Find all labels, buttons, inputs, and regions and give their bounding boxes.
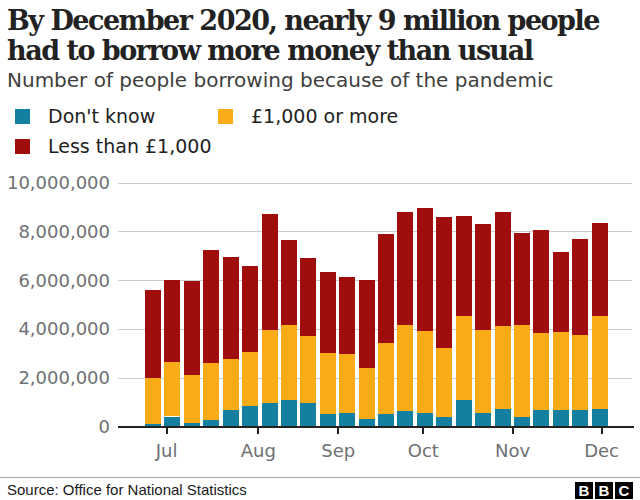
bar-segment: [339, 277, 355, 354]
bar-segment: [281, 400, 297, 427]
bar-segment: [300, 403, 316, 427]
bar-segment: [320, 272, 336, 353]
bar-segment: [592, 316, 608, 409]
bar-segment: [242, 266, 258, 352]
bar-segment: [223, 359, 239, 410]
bar-segment: [475, 330, 491, 413]
bar-segment: [242, 406, 258, 427]
bar-segment: [184, 281, 200, 375]
bar-segment: [592, 409, 608, 427]
bar-segment: [553, 332, 569, 410]
gridline: [118, 231, 632, 232]
bar-segment: [533, 230, 549, 333]
bar-segment: [300, 336, 316, 403]
y-axis-label: 0: [0, 417, 110, 437]
bar-segment: [378, 343, 394, 414]
bbc-logo-letter-b1: B: [575, 482, 593, 499]
x-axis-label: Aug: [241, 440, 276, 461]
bar-segment: [456, 316, 472, 399]
bar-segment: [514, 233, 530, 325]
y-axis-label: 8,000,000: [0, 222, 110, 242]
bar-segment: [572, 335, 588, 410]
bar-segment: [495, 326, 511, 408]
bar-segment: [262, 403, 278, 427]
bar-segment: [397, 212, 413, 325]
bar-segment: [456, 400, 472, 427]
bbc-logo: B B C: [575, 482, 633, 499]
bar-segment: [553, 252, 569, 332]
bbc-logo-letter-c: C: [615, 482, 633, 499]
bar-segment: [572, 239, 588, 335]
bar-segment: [514, 325, 530, 417]
bar-segment: [417, 208, 433, 331]
bar-segment: [203, 363, 219, 420]
bar-segment: [495, 409, 511, 427]
bar-segment: [456, 216, 472, 317]
bar-segment: [359, 368, 375, 419]
bar-segment: [592, 223, 608, 316]
bar-segment: [320, 353, 336, 414]
bar-segment: [397, 411, 413, 427]
x-axis-line: [118, 426, 634, 429]
bar-segment: [281, 240, 297, 326]
chart-area: 0 2,000,000 4,000,000 6,000,000 8,000,000 10,…: [0, 0, 640, 500]
x-axis-tick: [601, 428, 603, 434]
y-axis-label: 2,000,000: [0, 368, 110, 388]
bar-segment: [184, 375, 200, 423]
bar-segment: [572, 410, 588, 427]
x-axis-label: Oct: [408, 440, 439, 461]
source-attribution: Source: Office for National Statistics: [7, 481, 247, 498]
bar-segment: [339, 354, 355, 413]
bbc-logo-letter-b2: B: [595, 482, 613, 499]
footer-divider: [0, 477, 640, 478]
bar-segment: [436, 217, 452, 349]
bar-segment: [281, 325, 297, 399]
bar-segment: [533, 410, 549, 427]
bar-segment: [300, 258, 316, 336]
x-axis-label: Sep: [321, 440, 355, 461]
x-axis-label: Nov: [495, 440, 530, 461]
bar-segment: [475, 224, 491, 330]
y-axis-label: 6,000,000: [0, 271, 110, 291]
gridline: [118, 183, 632, 184]
x-axis-tick: [257, 428, 259, 434]
bar-segment: [262, 330, 278, 403]
x-axis-label: Dec: [584, 440, 619, 461]
bar-segment: [203, 250, 219, 363]
x-axis-label: Jul: [156, 440, 178, 461]
x-axis-tick: [512, 428, 514, 434]
bar-segment: [417, 331, 433, 413]
x-axis-tick: [337, 428, 339, 434]
bar-segment: [495, 212, 511, 326]
bar-segment: [262, 214, 278, 330]
bar-segment: [145, 378, 161, 424]
bar-segment: [223, 410, 239, 427]
bar-segment: [378, 234, 394, 343]
x-axis-tick: [166, 428, 168, 434]
y-axis-label: 4,000,000: [0, 319, 110, 339]
bar-segment: [533, 333, 549, 410]
bar-segment: [223, 257, 239, 359]
bar-segment: [397, 325, 413, 411]
x-axis-tick: [422, 428, 424, 434]
y-axis-label: 10,000,000: [0, 173, 110, 193]
bar-segment: [164, 362, 180, 417]
bar-segment: [164, 280, 180, 362]
bar-segment: [242, 352, 258, 406]
bar-segment: [145, 290, 161, 378]
bar-segment: [359, 280, 375, 369]
bar-segment: [436, 348, 452, 416]
bar-segment: [553, 410, 569, 427]
